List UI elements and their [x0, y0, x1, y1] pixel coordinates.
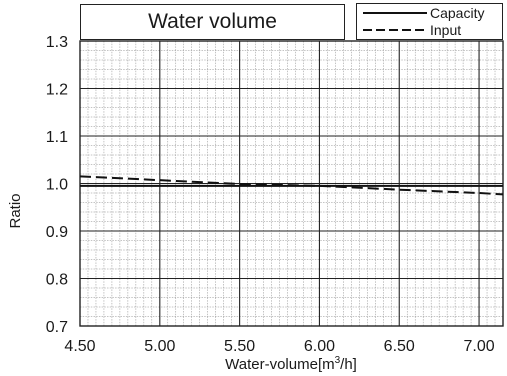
legend-label-input: Input — [430, 22, 462, 38]
x-tick-labels: 4.50 5.00 5.50 6.00 6.50 7.00 — [64, 338, 494, 355]
y-tick-label: 1.1 — [46, 129, 68, 146]
legend-swatch-dashed — [363, 29, 427, 31]
y-tick-labels: 0.7 0.8 0.9 1.0 1.1 1.2 1.3 — [46, 34, 68, 336]
y-tick-label: 0.9 — [46, 224, 68, 241]
legend: Capacity Input — [356, 3, 503, 40]
y-tick-label: 1.3 — [46, 34, 68, 51]
chart-title-box: Water volume — [80, 4, 345, 40]
major-grid — [80, 41, 503, 326]
y-tick-label: 0.8 — [46, 272, 68, 289]
minor-grid — [80, 41, 503, 326]
series-layer — [79, 175, 504, 196]
x-tick-label: 5.50 — [224, 338, 255, 355]
legend-swatch-solid — [363, 12, 427, 14]
x-tick-label: 5.00 — [144, 338, 175, 355]
x-axis-label: Water-volume[m3/h] — [225, 355, 357, 373]
legend-item-capacity: Capacity — [363, 6, 484, 20]
y-tick-label: 0.7 — [46, 319, 68, 336]
x-tick-label: 4.50 — [64, 338, 95, 355]
y-tick-label: 1.2 — [46, 82, 68, 99]
plot-frame — [79, 40, 504, 327]
x-tick-label: 6.00 — [304, 338, 335, 355]
x-axis-label-end: /h] — [340, 356, 357, 373]
legend-item-input: Input — [363, 23, 461, 37]
x-tick-label: 7.00 — [463, 338, 494, 355]
x-tick-label: 6.50 — [384, 338, 415, 355]
x-axis-label-sup: 3 — [335, 355, 341, 366]
y-tick-label: 1.0 — [46, 177, 68, 194]
x-axis-label-main: Water-volume[m — [225, 356, 334, 373]
y-axis-label: Ratio — [7, 193, 24, 228]
chart-title: Water volume — [148, 10, 277, 33]
legend-label-capacity: Capacity — [430, 5, 485, 21]
